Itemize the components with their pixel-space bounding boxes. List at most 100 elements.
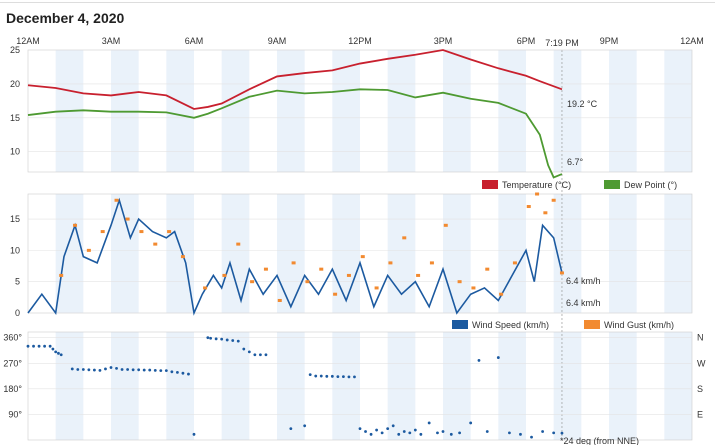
- wind-gust-point: [100, 230, 105, 234]
- wind-gust-point: [535, 192, 540, 196]
- wind-direction-point: [54, 350, 58, 354]
- legend-wind-gust: Wind Gust (km/h): [604, 320, 674, 330]
- time-axis-label: 12AM: [16, 36, 40, 46]
- wind-direction-point: [43, 344, 46, 348]
- wind-direction-point: [259, 353, 262, 357]
- legend-dewpoint: Dew Point (°): [624, 180, 677, 190]
- wind-direction-point: [458, 431, 461, 435]
- wind-direction-point: [353, 375, 356, 379]
- wind-direction-point: [70, 367, 74, 371]
- y-tick-label: 360°: [3, 333, 22, 343]
- wind-gust-point: [485, 267, 490, 271]
- wind-direction-point: [181, 371, 185, 375]
- legend-swatch-dewpoint: [604, 180, 620, 189]
- wind-direction-point: [115, 366, 118, 370]
- wind-direction-point: [236, 339, 240, 343]
- y-tick-label: 10: [10, 147, 20, 157]
- wind-gust-point: [360, 255, 365, 259]
- hour-band: [277, 332, 305, 440]
- time-axis-label: 3AM: [102, 36, 121, 46]
- wind-direction-point: [247, 350, 251, 354]
- temperature-value-label: 19.2 °C: [567, 99, 598, 109]
- wind-gust-point: [114, 198, 119, 202]
- wind-direction-point: [541, 430, 544, 433]
- wind-direction-point: [552, 431, 556, 435]
- y-tick-label: 20: [10, 79, 20, 89]
- wind-direction-point: [336, 375, 340, 379]
- top-border: [0, 2, 715, 3]
- page-title: December 4, 2020: [6, 10, 125, 26]
- wind-gust-point: [402, 236, 407, 240]
- wind-direction-point: [369, 432, 373, 436]
- wind-direction-point: [347, 375, 351, 379]
- legend-swatch-wind-gust: [584, 320, 600, 329]
- wind-gust-point: [263, 267, 268, 271]
- wind-direction-point: [159, 369, 163, 373]
- hour-band: [332, 50, 360, 172]
- wind-direction-point: [153, 368, 157, 372]
- temperature-line: [27, 49, 563, 110]
- wind-gust-point: [86, 248, 91, 252]
- wind-direction-point: [530, 435, 533, 439]
- wind-gust-point: [416, 273, 421, 277]
- y-tick-label: 180°: [3, 384, 22, 394]
- wind-gust-point: [73, 223, 78, 227]
- wind-direction-point: [59, 353, 63, 357]
- wind-gust-point: [526, 205, 531, 209]
- wind-direction-point: [325, 374, 329, 378]
- hour-band: [387, 50, 416, 172]
- wind-direction-point: [81, 368, 85, 371]
- time-axis-label: 12AM: [680, 36, 704, 46]
- hour-band: [387, 332, 416, 440]
- legend-wind-speed: Wind Speed (km/h): [472, 320, 549, 330]
- wind-gust-point: [291, 261, 296, 265]
- wind-direction-point: [148, 368, 152, 372]
- y-tick-label: 15: [10, 113, 20, 123]
- wind-direction-point: [32, 344, 35, 348]
- hour-band: [55, 332, 84, 440]
- wind-gust-point: [429, 261, 434, 265]
- wind-direction-point: [413, 428, 417, 432]
- wind-direction-point: [37, 344, 41, 348]
- wind-direction-point: [225, 338, 229, 342]
- wind-direction-point: [391, 424, 395, 428]
- wind-direction-point: [98, 368, 102, 372]
- wind-direction-point: [164, 369, 168, 373]
- wind-direction-point: [242, 347, 246, 351]
- wind-direction-point: [330, 374, 334, 378]
- wind-gust-point: [167, 230, 172, 234]
- hour-band: [166, 332, 194, 440]
- wind-gust-point: [250, 280, 255, 284]
- wind-gust-point: [543, 211, 548, 215]
- wind-direction-point: [449, 432, 453, 436]
- wind-gust-point: [388, 261, 393, 265]
- y-tick-label: 10: [10, 245, 20, 255]
- wind-direction-point: [48, 344, 52, 348]
- wind-gust-point: [180, 255, 185, 259]
- hour-band: [498, 332, 526, 440]
- wind-gust-point: [471, 286, 476, 290]
- wind-direction-point: [519, 432, 522, 436]
- wind-gust-point: [443, 223, 448, 227]
- wind-direction-point: [386, 427, 390, 431]
- wind-direction-point: [496, 356, 500, 359]
- y-tick-label: 15: [10, 214, 20, 224]
- wind-direction-point: [375, 428, 378, 432]
- wind-direction-point: [126, 368, 129, 371]
- wind-direction-point: [137, 368, 141, 372]
- compass-label: S: [697, 384, 703, 394]
- wind-direction-point: [231, 339, 235, 342]
- wind-direction-point: [170, 370, 174, 374]
- wind-direction-point: [209, 336, 213, 340]
- wind-direction-point: [508, 431, 511, 435]
- wind-direction-point: [253, 353, 257, 357]
- y-tick-label: 5: [15, 277, 20, 287]
- wind-direction-point: [308, 373, 312, 377]
- wind-speed-value-label: 6.4 km/h: [566, 276, 601, 286]
- wind-direction-point: [397, 432, 401, 436]
- hour-band: [609, 50, 637, 172]
- hour-band: [609, 332, 637, 440]
- time-axis-label: 6PM: [517, 36, 536, 46]
- wind-direction-point: [93, 368, 96, 372]
- wind-gust-point: [277, 298, 282, 302]
